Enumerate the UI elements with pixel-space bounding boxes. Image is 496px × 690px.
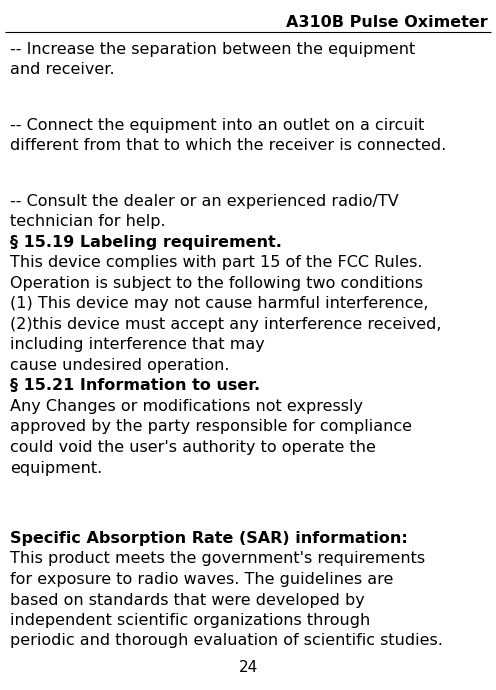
Text: 24: 24 — [239, 660, 257, 675]
Text: § 15.19 Labeling requirement.: § 15.19 Labeling requirement. — [10, 235, 282, 250]
Text: Operation is subject to the following two conditions: Operation is subject to the following tw… — [10, 276, 423, 291]
Text: (1) This device may not cause harmful interference,: (1) This device may not cause harmful in… — [10, 297, 429, 311]
Text: Any Changes or modifications not expressly: Any Changes or modifications not express… — [10, 399, 363, 414]
Text: (2)this device must accept any interference received,: (2)this device must accept any interfere… — [10, 317, 441, 332]
Text: This product meets the government's requirements: This product meets the government's requ… — [10, 551, 425, 566]
Text: could void the user's authority to operate the: could void the user's authority to opera… — [10, 440, 376, 455]
Text: and receiver.: and receiver. — [10, 63, 115, 77]
Text: technician for help.: technician for help. — [10, 215, 166, 230]
Text: periodic and thorough evaluation of scientific studies.: periodic and thorough evaluation of scie… — [10, 633, 443, 649]
Text: for exposure to radio waves. The guidelines are: for exposure to radio waves. The guideli… — [10, 572, 393, 587]
Text: § 15.21 Information to user.: § 15.21 Information to user. — [10, 379, 260, 393]
Text: cause undesired operation.: cause undesired operation. — [10, 358, 230, 373]
Text: based on standards that were developed by: based on standards that were developed b… — [10, 593, 365, 607]
Text: Specific Absorption Rate (SAR) information:: Specific Absorption Rate (SAR) informati… — [10, 531, 408, 546]
Text: -- Consult the dealer or an experienced radio/TV: -- Consult the dealer or an experienced … — [10, 194, 399, 209]
Text: A310B Pulse Oximeter: A310B Pulse Oximeter — [286, 15, 488, 30]
Text: independent scientific organizations through: independent scientific organizations thr… — [10, 613, 370, 628]
Text: including interference that may: including interference that may — [10, 337, 265, 353]
Text: -- Connect the equipment into an outlet on a circuit: -- Connect the equipment into an outlet … — [10, 118, 425, 133]
Text: This device complies with part 15 of the FCC Rules.: This device complies with part 15 of the… — [10, 255, 423, 270]
Text: different from that to which the receiver is connected.: different from that to which the receive… — [10, 139, 446, 153]
Text: approved by the party responsible for compliance: approved by the party responsible for co… — [10, 420, 412, 435]
Text: equipment.: equipment. — [10, 460, 102, 475]
Text: -- Increase the separation between the equipment: -- Increase the separation between the e… — [10, 42, 415, 57]
